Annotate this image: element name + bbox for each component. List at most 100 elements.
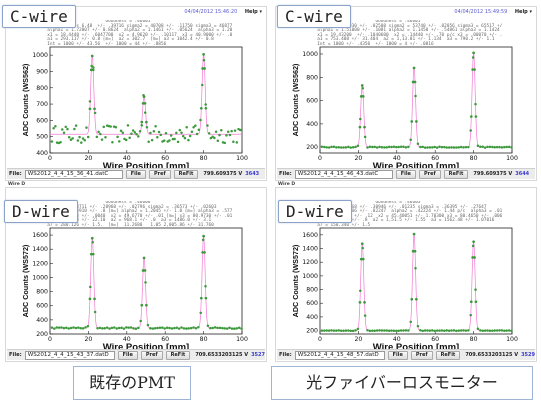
data-point <box>104 135 107 139</box>
y-tick-label: 1600 <box>32 232 48 239</box>
data-point <box>62 326 66 330</box>
file-name-field[interactable]: WS2012_4_4_15_46_43.datC <box>294 169 393 179</box>
peak-point <box>415 120 418 123</box>
data-point <box>114 126 118 129</box>
x-tick-label: 0 <box>48 155 52 162</box>
data-point <box>204 285 207 288</box>
peak-point <box>360 84 364 87</box>
data-point <box>152 130 156 133</box>
data-point <box>383 329 386 332</box>
data-point <box>421 329 424 333</box>
x-axis-label: Wire Position [mm] <box>103 342 189 353</box>
data-point <box>157 130 161 134</box>
data-point <box>342 146 345 149</box>
file-button[interactable]: File <box>117 350 138 360</box>
file-button[interactable]: File <box>387 350 408 360</box>
data-point <box>474 102 477 106</box>
peak-point <box>359 257 363 261</box>
data-point <box>457 329 460 332</box>
data-point <box>97 130 100 134</box>
data-point <box>380 145 384 149</box>
data-point <box>375 146 379 149</box>
file-name-field[interactable]: WS2012_4_4_15_36_41.datC <box>24 169 123 179</box>
y-tick-label: 400 <box>36 317 48 324</box>
pref-button[interactable]: Pref <box>148 169 171 179</box>
c-wire-label-left: C-wire <box>2 5 76 28</box>
y-tick-label: 600 <box>36 303 48 310</box>
refit-button[interactable]: ReFit <box>435 350 461 360</box>
peak-point <box>411 80 415 84</box>
data-point <box>156 135 159 139</box>
peak-point <box>410 297 414 301</box>
peak-point <box>91 252 95 256</box>
data-point <box>109 125 112 128</box>
y-tick-label: 1200 <box>32 260 48 267</box>
y-tick-label: 800 <box>36 85 48 92</box>
separator-right: Wire D <box>278 182 296 187</box>
data-point <box>197 128 201 132</box>
data-point <box>204 103 207 106</box>
data-point <box>96 326 99 330</box>
data-point <box>332 329 336 332</box>
fit-stats: Goodness = .46603 sigma1 = .01268 +/- .3… <box>317 201 502 228</box>
y-tick-label: 400 <box>306 314 318 321</box>
file-name-field[interactable]: WS2012_4_4_15_48_57.datD <box>294 350 385 360</box>
peak-point <box>202 52 205 56</box>
peak-point <box>474 115 478 118</box>
data-point <box>220 129 223 132</box>
data-point <box>138 130 142 133</box>
data-point <box>100 138 104 141</box>
data-point <box>385 146 388 149</box>
refit-button[interactable]: ReFit <box>443 169 469 179</box>
data-point <box>57 326 61 329</box>
data-point <box>192 326 195 329</box>
x-axis-label: Wire Position [mm] <box>103 161 189 172</box>
data-point <box>474 288 477 291</box>
data-point <box>93 111 97 115</box>
voltage-readout: 709.6533203125 V <box>465 352 519 358</box>
data-point <box>404 146 408 149</box>
data-point <box>90 64 93 68</box>
help-menu[interactable]: Help ▾ <box>514 9 532 15</box>
pref-button[interactable]: Pref <box>410 350 433 360</box>
data-point <box>108 327 111 330</box>
data-point <box>488 329 492 333</box>
peak-point <box>93 297 96 301</box>
data-point <box>469 313 472 317</box>
pref-button[interactable]: Pref <box>418 169 441 179</box>
data-point <box>503 329 506 332</box>
data-point <box>479 145 482 148</box>
file-button[interactable]: File <box>395 169 416 179</box>
peak-point <box>141 269 145 272</box>
peak-point <box>412 66 416 70</box>
plot-bottom-left: 200 400 600 800 1000 1200 1400 1600 0 20 40 60 80 100… <box>21 227 248 353</box>
peak-point <box>203 67 206 70</box>
x-tick-label: 40 <box>393 155 401 162</box>
help-menu[interactable]: Help ▾ <box>244 9 262 15</box>
data-point <box>419 145 422 149</box>
data-point <box>320 329 324 332</box>
refit-button[interactable]: ReFit <box>173 169 199 179</box>
data-point <box>180 326 183 329</box>
refit-button[interactable]: ReFit <box>165 350 191 360</box>
x-tick-label: 20 <box>354 336 362 343</box>
data-point <box>131 129 135 132</box>
data-point <box>122 327 126 330</box>
peak-point <box>140 120 144 124</box>
data-point <box>505 145 508 149</box>
data-point <box>450 329 453 332</box>
data-point <box>64 125 67 129</box>
data-point <box>240 327 243 330</box>
data-point <box>52 127 55 130</box>
peak-point <box>145 120 148 124</box>
data-point <box>156 326 159 330</box>
data-point <box>435 329 439 332</box>
file-button[interactable]: File <box>125 169 146 179</box>
pref-button[interactable]: Pref <box>140 350 163 360</box>
data-point <box>462 329 465 332</box>
file-name-field[interactable]: WS2012_4_4_15_43_37.datD <box>24 350 115 360</box>
data-point <box>409 320 412 324</box>
data-point <box>124 138 128 142</box>
data-point <box>347 329 350 332</box>
data-point <box>101 327 104 330</box>
